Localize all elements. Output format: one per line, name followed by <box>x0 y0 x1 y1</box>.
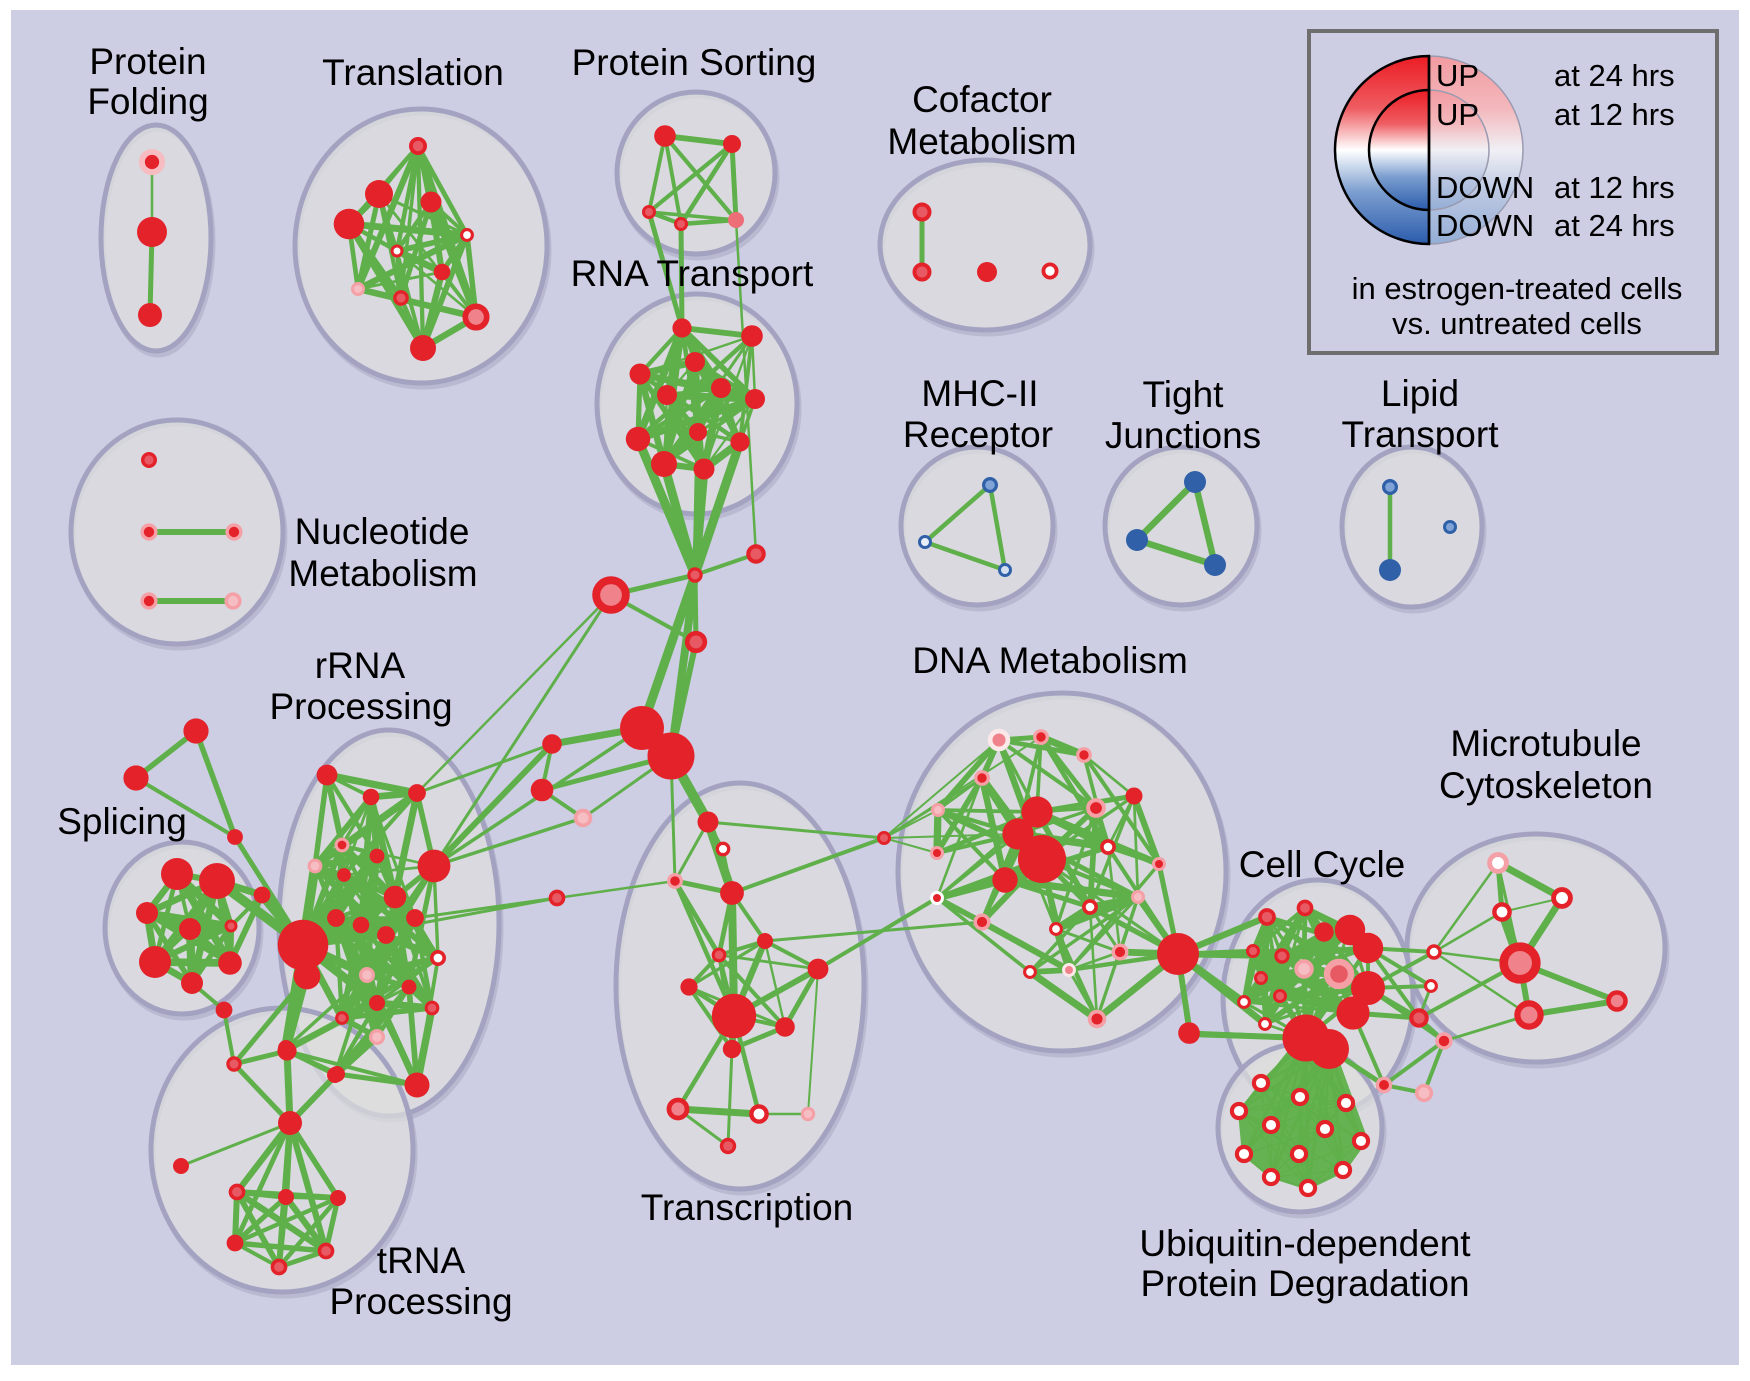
svg-text:Protein Degradation: Protein Degradation <box>1140 1263 1469 1304</box>
svg-text:Metabolism: Metabolism <box>288 553 477 594</box>
svg-text:Tight: Tight <box>1143 374 1225 415</box>
svg-text:Ubiquitin-dependent: Ubiquitin-dependent <box>1139 1223 1471 1264</box>
svg-text:Microtubule: Microtubule <box>1450 723 1641 764</box>
svg-text:Translation: Translation <box>322 52 504 93</box>
svg-text:Junctions: Junctions <box>1105 415 1261 456</box>
svg-text:Protein: Protein <box>89 41 206 82</box>
svg-text:Cofactor: Cofactor <box>912 79 1052 120</box>
svg-text:at 12 hrs: at 12 hrs <box>1554 170 1675 205</box>
svg-text:rRNA: rRNA <box>315 645 406 686</box>
svg-text:DNA Metabolism: DNA Metabolism <box>912 640 1188 681</box>
svg-text:Transcription: Transcription <box>641 1187 853 1228</box>
svg-text:RNA Transport: RNA Transport <box>571 253 814 294</box>
svg-text:Cytoskeleton: Cytoskeleton <box>1439 765 1653 806</box>
svg-text:DOWN: DOWN <box>1436 208 1534 243</box>
svg-text:Cell Cycle: Cell Cycle <box>1239 844 1406 885</box>
svg-text:Splicing: Splicing <box>57 801 187 842</box>
svg-text:Transport: Transport <box>1342 414 1500 455</box>
svg-text:Processing: Processing <box>269 686 452 727</box>
svg-text:DOWN: DOWN <box>1436 170 1534 205</box>
svg-text:MHC-II: MHC-II <box>921 373 1038 414</box>
svg-text:Metabolism: Metabolism <box>887 121 1076 162</box>
svg-text:in estrogen-treated cells: in estrogen-treated cells <box>1352 271 1683 306</box>
svg-text:Folding: Folding <box>87 81 208 122</box>
svg-text:vs. untreated cells: vs. untreated cells <box>1392 306 1642 341</box>
svg-text:at 24 hrs: at 24 hrs <box>1554 58 1675 93</box>
svg-text:UP: UP <box>1436 97 1479 132</box>
svg-text:Protein Sorting: Protein Sorting <box>572 42 817 83</box>
svg-text:Lipid: Lipid <box>1381 373 1459 414</box>
svg-text:UP: UP <box>1436 58 1479 93</box>
svg-text:at 12 hrs: at 12 hrs <box>1554 97 1675 132</box>
svg-text:tRNA: tRNA <box>377 1240 466 1281</box>
svg-text:Processing: Processing <box>329 1281 512 1322</box>
svg-text:at 24 hrs: at 24 hrs <box>1554 208 1675 243</box>
svg-text:Nucleotide: Nucleotide <box>295 511 470 552</box>
svg-text:Receptor: Receptor <box>903 414 1053 455</box>
